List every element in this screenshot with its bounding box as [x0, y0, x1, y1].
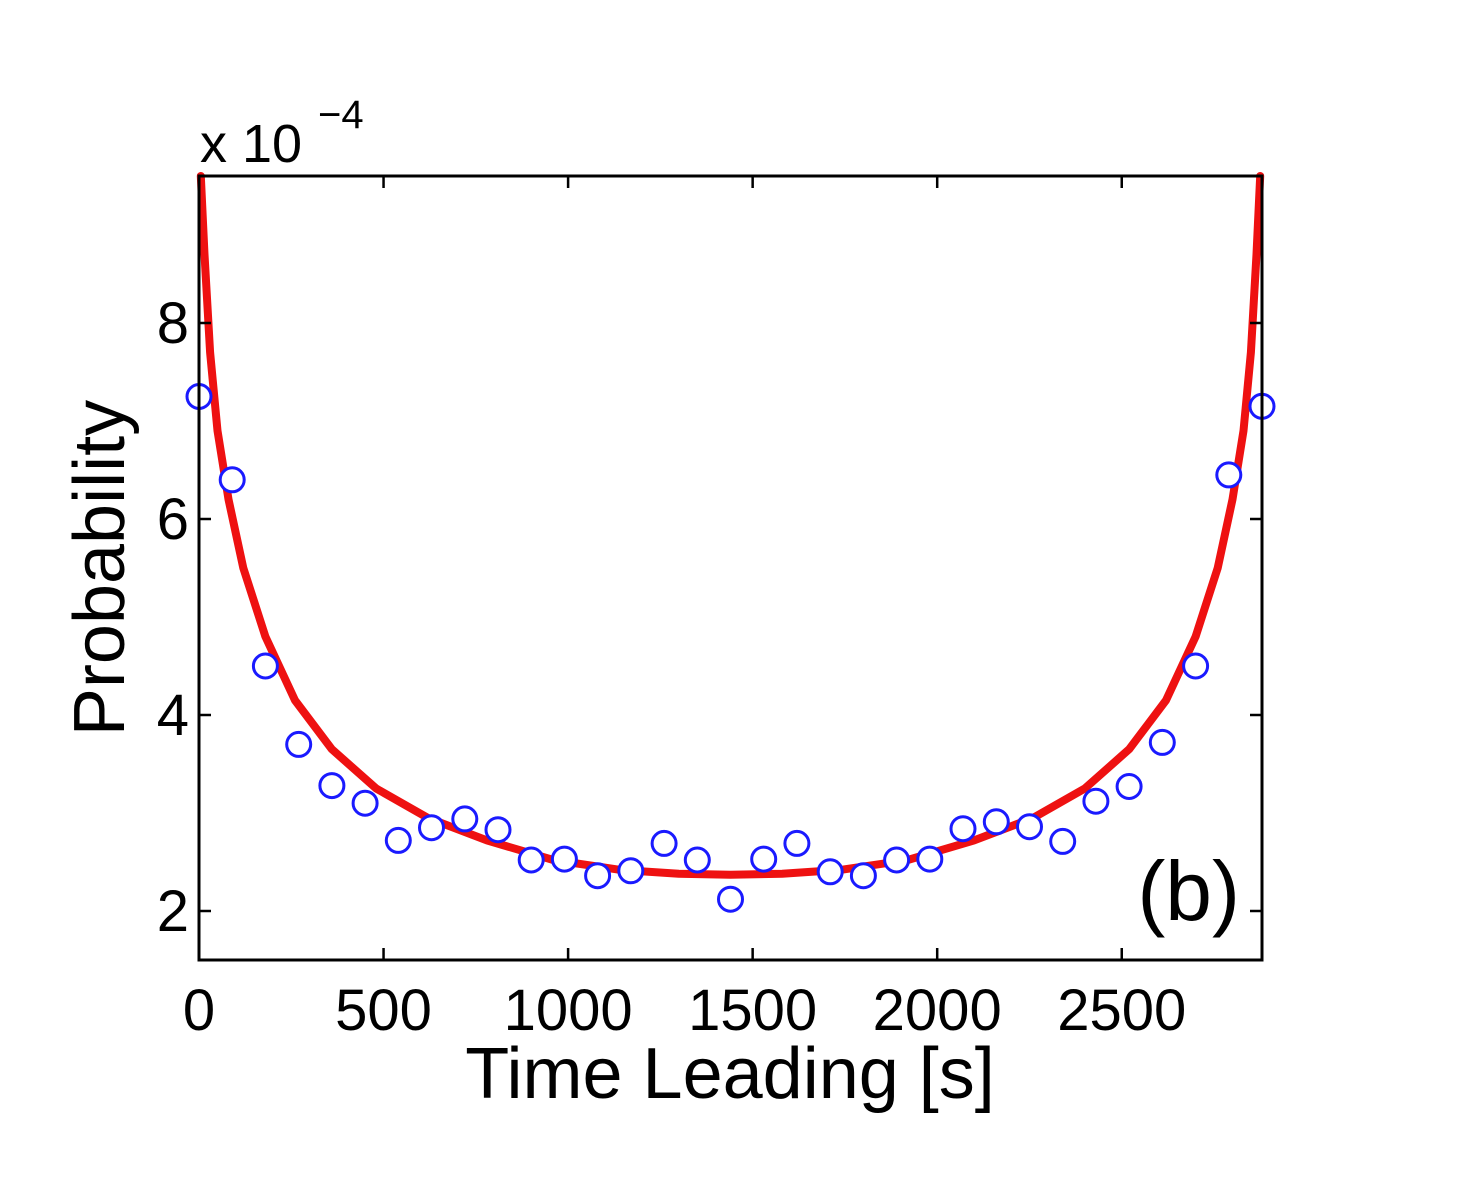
y-tick-label: 2 — [157, 879, 189, 944]
ticks-layer: 0 500 1000 1500 2000 2500 2 4 6 8 — [157, 176, 1262, 1043]
data-point-marker — [1049, 827, 1077, 855]
x-tick-label: 2500 — [1057, 978, 1186, 1043]
axes-frame — [197, 174, 1264, 962]
data-point-marker — [451, 805, 479, 833]
data-point-marker — [1082, 787, 1110, 815]
panel-label: (b) — [1137, 844, 1240, 938]
data-point-marker — [617, 857, 645, 885]
data-point-marker — [517, 846, 545, 874]
y-tick-label: 8 — [157, 291, 189, 356]
x-tick-label: 500 — [335, 978, 432, 1043]
y-tick-label: 4 — [157, 683, 189, 748]
data-point-marker — [982, 808, 1010, 836]
data-point-marker — [717, 885, 744, 913]
data-point-marker — [218, 466, 246, 494]
data-point-marker — [783, 829, 811, 857]
data-point-marker — [1016, 813, 1043, 841]
y-multiplier-base: x 10 — [200, 114, 302, 174]
data-point-marker — [949, 815, 977, 843]
fit-line — [196, 172, 1265, 879]
data-point-marker — [883, 846, 911, 874]
y-tick-label: 6 — [157, 487, 189, 552]
data-point-marker — [251, 652, 279, 680]
data-point-marker — [318, 772, 346, 800]
data-markers-layer — [185, 383, 1276, 913]
data-point-marker — [1115, 773, 1143, 800]
fit-curve-layer — [196, 172, 1265, 879]
x-tick-label: 1500 — [688, 978, 817, 1043]
data-point-marker — [584, 862, 612, 890]
data-point-marker — [285, 730, 313, 758]
data-point-marker — [650, 829, 678, 857]
data-point-marker — [683, 846, 711, 874]
data-point-marker — [418, 814, 445, 842]
x-tick-label: 2000 — [873, 978, 1002, 1043]
data-point-marker — [750, 845, 778, 873]
x-tick-label: 0 — [183, 978, 215, 1043]
data-point-marker — [1182, 652, 1210, 680]
data-point-marker — [484, 816, 512, 844]
data-point-marker — [849, 862, 877, 890]
x-axis-title: Time Leading [s] — [465, 1034, 995, 1114]
y-axis-title: Probability — [60, 400, 140, 736]
data-point-marker — [1215, 461, 1243, 489]
y-multiplier-exponent: −4 — [318, 93, 364, 137]
data-point-marker — [384, 826, 412, 854]
data-point-marker — [351, 789, 379, 817]
data-point-marker — [916, 845, 944, 873]
data-point-marker — [1148, 728, 1176, 756]
data-point-marker — [816, 858, 844, 886]
data-point-marker — [550, 845, 578, 873]
x-tick-label: 1000 — [504, 978, 633, 1043]
